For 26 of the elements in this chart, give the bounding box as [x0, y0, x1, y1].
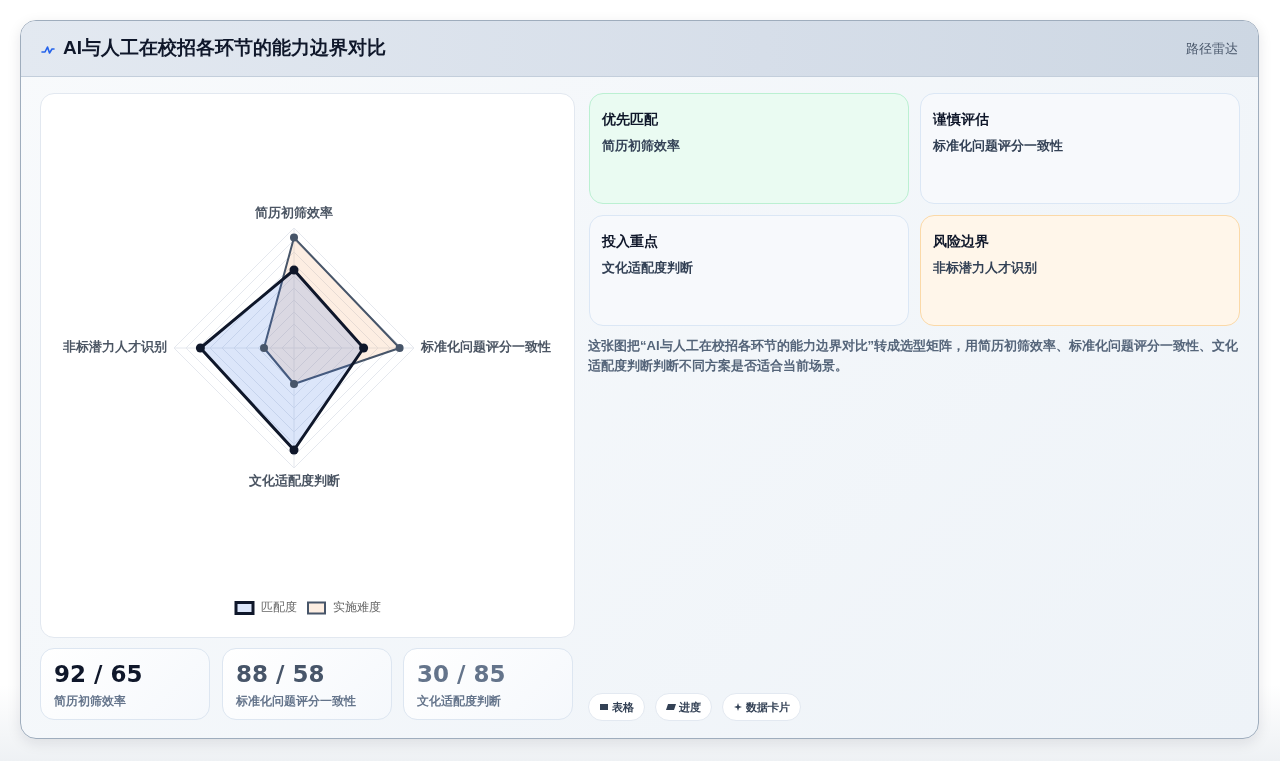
text: 风险边界 [933, 232, 989, 250]
text: 简历初筛效率 [54, 694, 126, 708]
text: AI与人工在校招各环节的能力边界对比 [63, 37, 386, 59]
text: 88 / 58 [236, 661, 325, 688]
text: 30 / 85 [417, 661, 506, 688]
text: 这张图把“AI与人工在校招各环节的能力边界对比”转成选型矩阵，用简历初筛效率、标准化问题评分一致性、文化适配度判断判断不同方案是否适合当前场景。 [588, 337, 1239, 375]
text: 优先匹配 [602, 110, 658, 128]
text: 非标潜力人才识别 [933, 260, 1037, 276]
spoke-label: 标准化问题评分一致性 [420, 339, 551, 355]
legend-label: 实施难度 [332, 600, 381, 615]
text: 数据卡片 [746, 700, 790, 714]
text: 标准化问题评分一致性 [236, 694, 356, 708]
spoke-label: 文化适配度判断 [247, 473, 340, 489]
text: 标准化问题评分一致性 [933, 138, 1063, 154]
text: 谨慎评估 [933, 110, 989, 128]
spoke-label: 非标潜力人才识别 [62, 340, 167, 355]
text: 文化适配度判断 [602, 260, 693, 276]
text: 文化适配度判断 [417, 694, 501, 708]
text: 92 / 65 [54, 661, 143, 688]
text: 投入重点 [602, 232, 658, 250]
text: 路径雷达 [1186, 41, 1238, 57]
text: 简历初筛效率 [602, 138, 680, 154]
text: 表格 [612, 700, 634, 714]
text: 进度 [679, 700, 701, 714]
spoke-label: 简历初筛效率 [254, 205, 333, 221]
legend-label: 匹配度 [260, 600, 297, 615]
